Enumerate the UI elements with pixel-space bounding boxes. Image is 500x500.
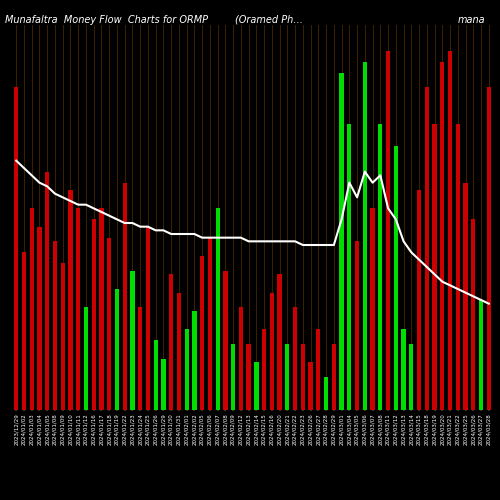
Bar [184, 330, 189, 410]
Bar [53, 242, 57, 410]
Bar [448, 50, 452, 410]
Bar [154, 340, 158, 410]
Bar [45, 172, 50, 410]
Text: mana: mana [458, 15, 485, 25]
Bar [424, 88, 429, 410]
Bar [216, 208, 220, 410]
Bar [254, 362, 258, 410]
Bar [370, 208, 374, 410]
Bar [471, 220, 476, 410]
Bar [200, 256, 204, 410]
Bar [22, 252, 26, 410]
Bar [324, 377, 328, 410]
Bar [300, 344, 305, 410]
Bar [14, 88, 18, 410]
Bar [402, 330, 406, 410]
Bar [347, 124, 352, 410]
Bar [440, 62, 444, 410]
Bar [38, 226, 42, 410]
Bar [138, 308, 142, 410]
Bar [231, 344, 235, 410]
Bar [238, 308, 243, 410]
Bar [262, 330, 266, 410]
Bar [76, 208, 80, 410]
Bar [409, 344, 414, 410]
Bar [68, 190, 72, 410]
Bar [84, 308, 88, 410]
Text: Munafaltra  Money Flow  Charts for ORMP: Munafaltra Money Flow Charts for ORMP [5, 15, 208, 25]
Text: (Oramed Ph…: (Oramed Ph… [235, 15, 303, 25]
Bar [394, 146, 398, 410]
Bar [169, 274, 173, 410]
Bar [293, 308, 297, 410]
Bar [417, 190, 421, 410]
Bar [224, 270, 228, 410]
Bar [386, 50, 390, 410]
Bar [122, 182, 127, 410]
Bar [362, 62, 367, 410]
Bar [107, 238, 112, 410]
Bar [246, 344, 251, 410]
Bar [340, 72, 344, 410]
Bar [278, 274, 281, 410]
Bar [332, 344, 336, 410]
Bar [355, 242, 359, 410]
Bar [60, 264, 65, 410]
Bar [486, 88, 491, 410]
Bar [177, 292, 181, 410]
Bar [208, 238, 212, 410]
Bar [308, 362, 312, 410]
Bar [270, 292, 274, 410]
Bar [479, 300, 483, 410]
Bar [464, 182, 468, 410]
Bar [162, 358, 166, 410]
Bar [316, 330, 320, 410]
Bar [378, 124, 382, 410]
Bar [285, 344, 290, 410]
Bar [100, 208, 103, 410]
Bar [146, 226, 150, 410]
Bar [115, 289, 119, 410]
Bar [30, 208, 34, 410]
Bar [192, 311, 196, 410]
Bar [456, 124, 460, 410]
Bar [92, 220, 96, 410]
Bar [432, 124, 436, 410]
Bar [130, 270, 134, 410]
